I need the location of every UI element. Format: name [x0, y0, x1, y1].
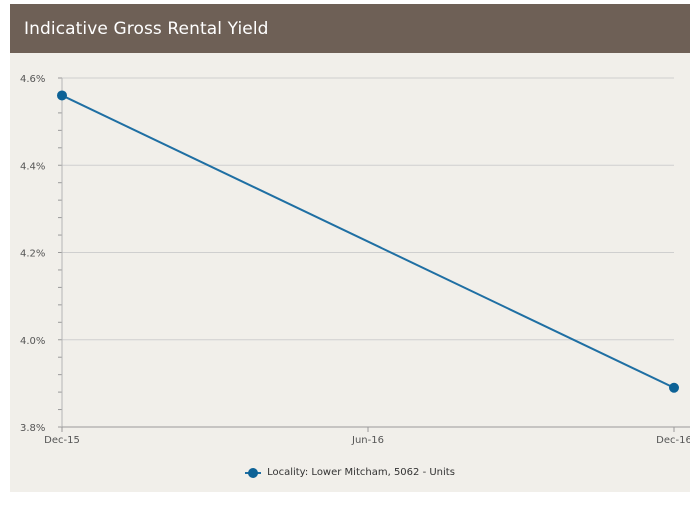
y-tick-label: 4.6%: [20, 74, 45, 85]
x-tick-label: Jun-16: [351, 435, 384, 446]
axis-layer: [58, 77, 690, 432]
y-tick-label: 4.2%: [20, 249, 45, 260]
chart-title: Indicative Gross Rental Yield: [24, 18, 269, 39]
legend-label: Locality: Lower Mitcham, 5062 - Units: [267, 467, 455, 478]
chart-legend[interactable]: Locality: Lower Mitcham, 5062 - Units: [10, 467, 690, 478]
x-tick-label: Dec-15: [44, 435, 80, 446]
chart-header: Indicative Gross Rental Yield: [10, 4, 690, 53]
line-chart: 3.8% 4.0% 4.2% 4.4% 4.6% Dec-15 Jun-16 Dec-16: [20, 74, 690, 446]
x-tick-label: Dec-16: [656, 435, 690, 446]
grid-layer: [62, 77, 674, 341]
chart-area: 3.8% 4.0% 4.2% 4.4% 4.6% Dec-15 Jun-16 Dec-16 L…: [10, 53, 690, 492]
data-point: [57, 90, 67, 101]
y-tick-label: 3.8%: [20, 423, 45, 434]
series-line: [61, 94, 675, 389]
label-layer: 3.8% 4.0% 4.2% 4.4% 4.6% Dec-15 Jun-16 Dec-16: [20, 74, 690, 446]
legend-marker-icon: [245, 467, 262, 478]
y-tick-label: 4.0%: [20, 336, 45, 347]
series-layer: [57, 90, 679, 393]
data-point: [669, 382, 679, 393]
y-tick-label: 4.4%: [20, 161, 45, 172]
chart-card: Indicative Gross Rental Yield 3.8% 4.0% 4.…: [10, 4, 690, 492]
